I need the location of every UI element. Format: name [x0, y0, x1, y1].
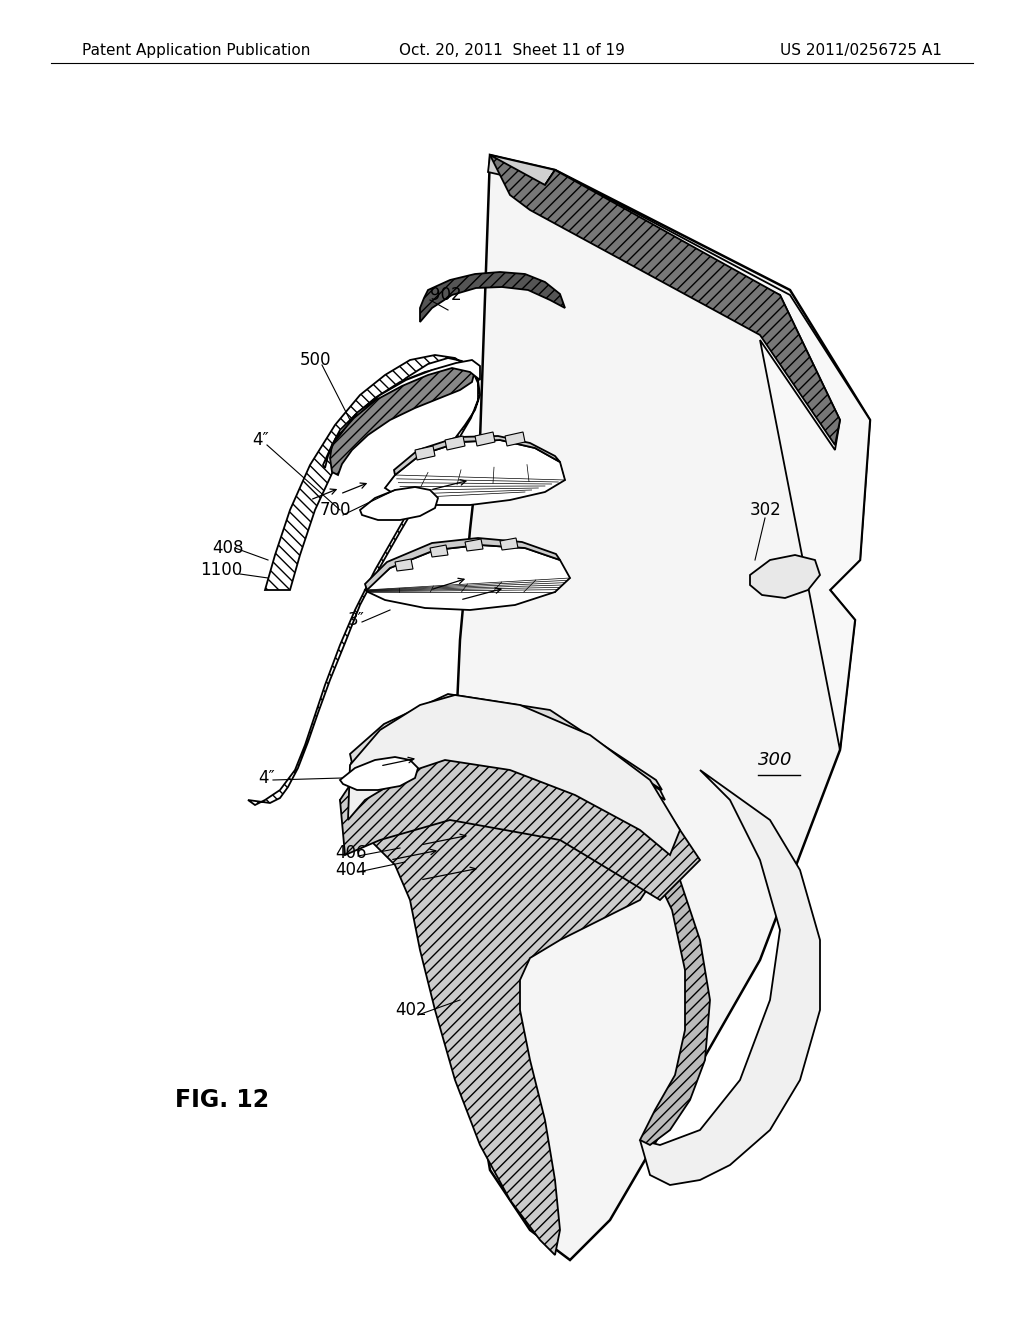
Polygon shape — [248, 355, 480, 805]
Text: 300: 300 — [758, 751, 793, 770]
Polygon shape — [340, 756, 418, 789]
Text: 4″: 4″ — [252, 432, 268, 449]
Polygon shape — [475, 432, 495, 446]
Text: 4″: 4″ — [258, 770, 274, 787]
Polygon shape — [365, 539, 560, 590]
Polygon shape — [750, 554, 820, 598]
Polygon shape — [488, 154, 555, 185]
Polygon shape — [395, 558, 413, 572]
Polygon shape — [445, 436, 465, 450]
Polygon shape — [640, 770, 820, 1185]
Polygon shape — [500, 539, 518, 550]
Polygon shape — [330, 364, 475, 475]
Text: 402: 402 — [395, 1001, 427, 1019]
Polygon shape — [385, 440, 565, 506]
Polygon shape — [465, 539, 483, 550]
Polygon shape — [455, 154, 870, 1261]
Text: 404: 404 — [335, 861, 367, 879]
Text: 902: 902 — [430, 286, 462, 304]
Polygon shape — [415, 446, 435, 459]
Text: 700: 700 — [319, 502, 351, 519]
Text: 1100: 1100 — [200, 561, 243, 579]
Text: 500: 500 — [300, 351, 332, 370]
Polygon shape — [348, 696, 680, 855]
Polygon shape — [350, 704, 665, 800]
Text: FIG. 12: FIG. 12 — [175, 1088, 269, 1111]
Polygon shape — [394, 436, 560, 475]
Polygon shape — [490, 154, 840, 445]
Text: 408: 408 — [212, 539, 244, 557]
Polygon shape — [323, 360, 480, 469]
Polygon shape — [552, 770, 710, 1144]
Polygon shape — [350, 694, 662, 789]
Polygon shape — [360, 487, 438, 520]
Text: 3″: 3″ — [348, 611, 365, 630]
Text: Oct. 20, 2011  Sheet 11 of 19: Oct. 20, 2011 Sheet 11 of 19 — [399, 42, 625, 58]
Polygon shape — [505, 432, 525, 446]
Polygon shape — [340, 735, 660, 1255]
Polygon shape — [545, 170, 870, 750]
Text: Patent Application Publication: Patent Application Publication — [82, 42, 310, 58]
Polygon shape — [365, 545, 570, 610]
Polygon shape — [420, 272, 565, 322]
Polygon shape — [430, 545, 449, 557]
Polygon shape — [340, 710, 700, 900]
Text: 302: 302 — [750, 502, 781, 519]
Text: 406: 406 — [335, 843, 367, 862]
Text: US 2011/0256725 A1: US 2011/0256725 A1 — [780, 42, 942, 58]
